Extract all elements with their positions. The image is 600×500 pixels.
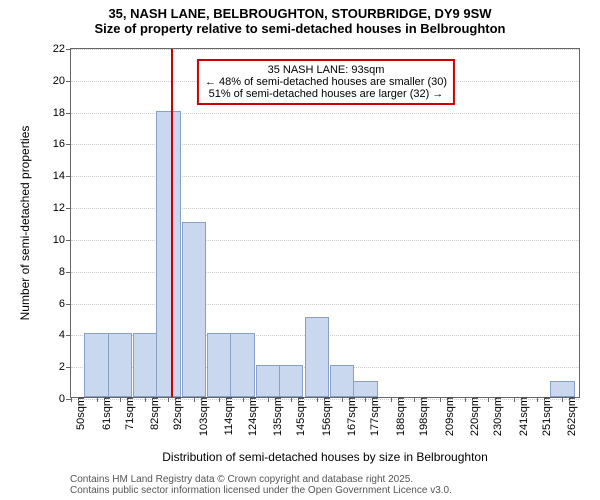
histogram-bar bbox=[279, 365, 303, 397]
xtick-label: 209sqm bbox=[440, 397, 456, 436]
ytick-label: 18 bbox=[53, 107, 71, 119]
annotation-box: 35 NASH LANE: 93sqm← 48% of semi-detache… bbox=[197, 59, 455, 105]
xtick-label: 188sqm bbox=[391, 397, 407, 436]
xtick-label: 114sqm bbox=[219, 397, 235, 435]
reference-line bbox=[171, 49, 173, 397]
gridline bbox=[71, 240, 579, 241]
ytick-label: 6 bbox=[59, 298, 71, 310]
annotation-line: ← 48% of semi-detached houses are smalle… bbox=[205, 76, 447, 88]
xtick-label: 177sqm bbox=[365, 397, 381, 436]
xtick-label: 124sqm bbox=[243, 397, 259, 436]
histogram-bar bbox=[156, 111, 180, 397]
histogram-bar bbox=[84, 333, 108, 397]
xtick-label: 220sqm bbox=[465, 397, 481, 436]
ytick-label: 12 bbox=[53, 202, 71, 214]
gridline bbox=[71, 208, 579, 209]
histogram-bar bbox=[108, 333, 132, 397]
gridline bbox=[71, 272, 579, 273]
xtick-label: 61sqm bbox=[97, 397, 113, 430]
ytick-label: 8 bbox=[59, 266, 71, 278]
ytick-label: 10 bbox=[53, 234, 71, 246]
histogram-bar bbox=[550, 381, 574, 397]
footer-attribution: Contains HM Land Registry data © Crown c… bbox=[70, 474, 452, 496]
histogram-bar bbox=[330, 365, 354, 397]
annotation-line: 35 NASH LANE: 93sqm bbox=[205, 64, 447, 76]
histogram-bar bbox=[230, 333, 254, 397]
footer-line2: Contains public sector information licen… bbox=[70, 485, 452, 496]
xtick-label: 71sqm bbox=[120, 397, 136, 430]
gridline bbox=[71, 304, 579, 305]
xtick-label: 262sqm bbox=[562, 397, 578, 436]
ytick-label: 0 bbox=[59, 393, 71, 405]
chart-container: 35, NASH LANE, BELBROUGHTON, STOURBRIDGE… bbox=[0, 0, 600, 500]
xtick-label: 82sqm bbox=[145, 397, 161, 430]
xtick-label: 251sqm bbox=[537, 397, 553, 436]
histogram-bar bbox=[305, 317, 329, 397]
ytick-label: 20 bbox=[53, 75, 71, 87]
histogram-bar bbox=[133, 333, 157, 397]
histogram-bar bbox=[182, 222, 206, 397]
y-axis-label: Number of semi-detached properties bbox=[18, 126, 32, 321]
gridline bbox=[71, 113, 579, 114]
xtick-label: 50sqm bbox=[71, 397, 87, 430]
title-line1: 35, NASH LANE, BELBROUGHTON, STOURBRIDGE… bbox=[0, 6, 600, 21]
plot-area: 024681012141618202250sqm61sqm71sqm82sqm9… bbox=[70, 48, 580, 398]
ytick-label: 14 bbox=[53, 170, 71, 182]
ytick-label: 16 bbox=[53, 138, 71, 150]
histogram-bar bbox=[256, 365, 280, 397]
ytick-label: 4 bbox=[59, 329, 71, 341]
gridline bbox=[71, 49, 579, 50]
xtick-label: 145sqm bbox=[291, 397, 307, 436]
gridline bbox=[71, 144, 579, 145]
xtick-label: 92sqm bbox=[168, 397, 184, 430]
xtick-label: 156sqm bbox=[317, 397, 333, 436]
annotation-line: 51% of semi-detached houses are larger (… bbox=[205, 88, 447, 100]
x-axis-label: Distribution of semi-detached houses by … bbox=[162, 450, 488, 464]
xtick-label: 103sqm bbox=[194, 397, 210, 436]
histogram-bar bbox=[353, 381, 377, 397]
xtick-label: 230sqm bbox=[488, 397, 504, 436]
footer-line1: Contains HM Land Registry data © Crown c… bbox=[70, 474, 452, 485]
xtick-label: 167sqm bbox=[342, 397, 358, 436]
title-block: 35, NASH LANE, BELBROUGHTON, STOURBRIDGE… bbox=[0, 0, 600, 36]
histogram-bar bbox=[207, 333, 231, 397]
ytick-label: 2 bbox=[59, 361, 71, 373]
xtick-label: 241sqm bbox=[514, 397, 530, 436]
gridline bbox=[71, 176, 579, 177]
xtick-label: 198sqm bbox=[414, 397, 430, 436]
title-line2: Size of property relative to semi-detach… bbox=[0, 21, 600, 36]
xtick-label: 135sqm bbox=[268, 397, 284, 436]
ytick-label: 22 bbox=[53, 43, 71, 55]
